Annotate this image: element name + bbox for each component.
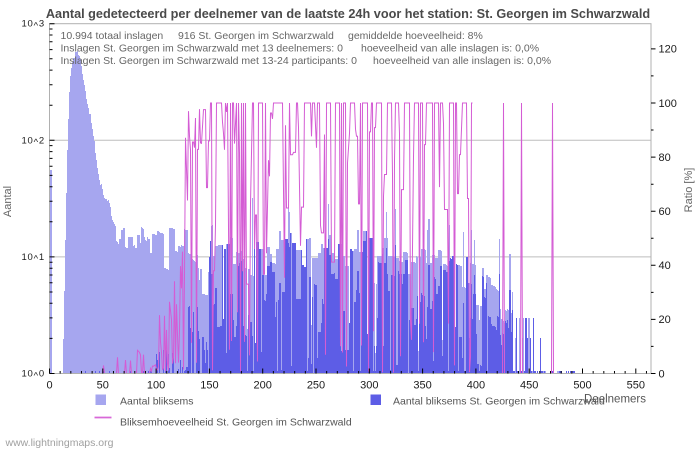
svg-text:500: 500 — [573, 380, 591, 392]
svg-text:150: 150 — [200, 380, 218, 392]
svg-text:120: 120 — [659, 44, 677, 56]
svg-text:Ratio [%]: Ratio [%] — [683, 168, 695, 213]
svg-text:0: 0 — [659, 368, 665, 380]
svg-text:200: 200 — [254, 380, 272, 392]
svg-text:Aantal bliksems St. Georgen im: Aantal bliksems St. Georgen im Schwarzwa… — [393, 396, 605, 408]
svg-text:hoeveelheid van alle inslagen: hoeveelheid van alle inslagen is: 0,0% — [361, 43, 539, 55]
svg-text:Aantal: Aantal — [2, 186, 14, 217]
svg-text:20: 20 — [659, 314, 671, 326]
svg-text:Aantal gedetecteerd per deelne: Aantal gedetecteerd per deelnemer van de… — [46, 7, 650, 21]
svg-text:Bliksemhoeveelheid St. Georgen: Bliksemhoeveelheid St. Georgen im Schwar… — [120, 417, 352, 429]
svg-text:Aantal bliksems: Aantal bliksems — [120, 396, 194, 408]
svg-text:300: 300 — [360, 380, 378, 392]
svg-text:www.lightningmaps.org: www.lightningmaps.org — [5, 437, 114, 449]
svg-text:100: 100 — [147, 380, 165, 392]
svg-text:250: 250 — [307, 380, 325, 392]
svg-text:Inslagen St. Georgen im Schwar: Inslagen St. Georgen im Schwarzwald met … — [61, 55, 358, 67]
svg-text:80: 80 — [659, 152, 671, 164]
svg-text:916 St. Georgen im Schwarzwald: 916 St. Georgen im Schwarzwald — [178, 30, 334, 42]
svg-text:350: 350 — [413, 380, 431, 392]
svg-text:10^0: 10^0 — [21, 369, 45, 382]
svg-text:10^2: 10^2 — [21, 135, 45, 148]
svg-text:100: 100 — [659, 98, 677, 110]
svg-text:40: 40 — [659, 260, 671, 272]
svg-text:hoeveelheid van alle inslagen: hoeveelheid van alle inslagen is: 0,0% — [373, 55, 551, 67]
svg-text:Deelnemers: Deelnemers — [584, 394, 646, 406]
svg-text:450: 450 — [520, 380, 538, 392]
svg-text:Inslagen St. Georgen im Schwar: Inslagen St. Georgen im Schwarzwald met … — [61, 43, 344, 55]
svg-text:60: 60 — [659, 206, 671, 218]
svg-text:400: 400 — [467, 380, 485, 392]
svg-text:gemiddelde hoeveelheid: 8%: gemiddelde hoeveelheid: 8% — [348, 30, 483, 42]
svg-text:50: 50 — [97, 380, 109, 392]
svg-text:0: 0 — [46, 380, 52, 392]
svg-text:10^1: 10^1 — [21, 252, 45, 265]
svg-text:10.994 totaal inslagen: 10.994 totaal inslagen — [61, 30, 164, 42]
svg-text:10^3: 10^3 — [21, 19, 45, 32]
svg-text:550: 550 — [627, 380, 645, 392]
